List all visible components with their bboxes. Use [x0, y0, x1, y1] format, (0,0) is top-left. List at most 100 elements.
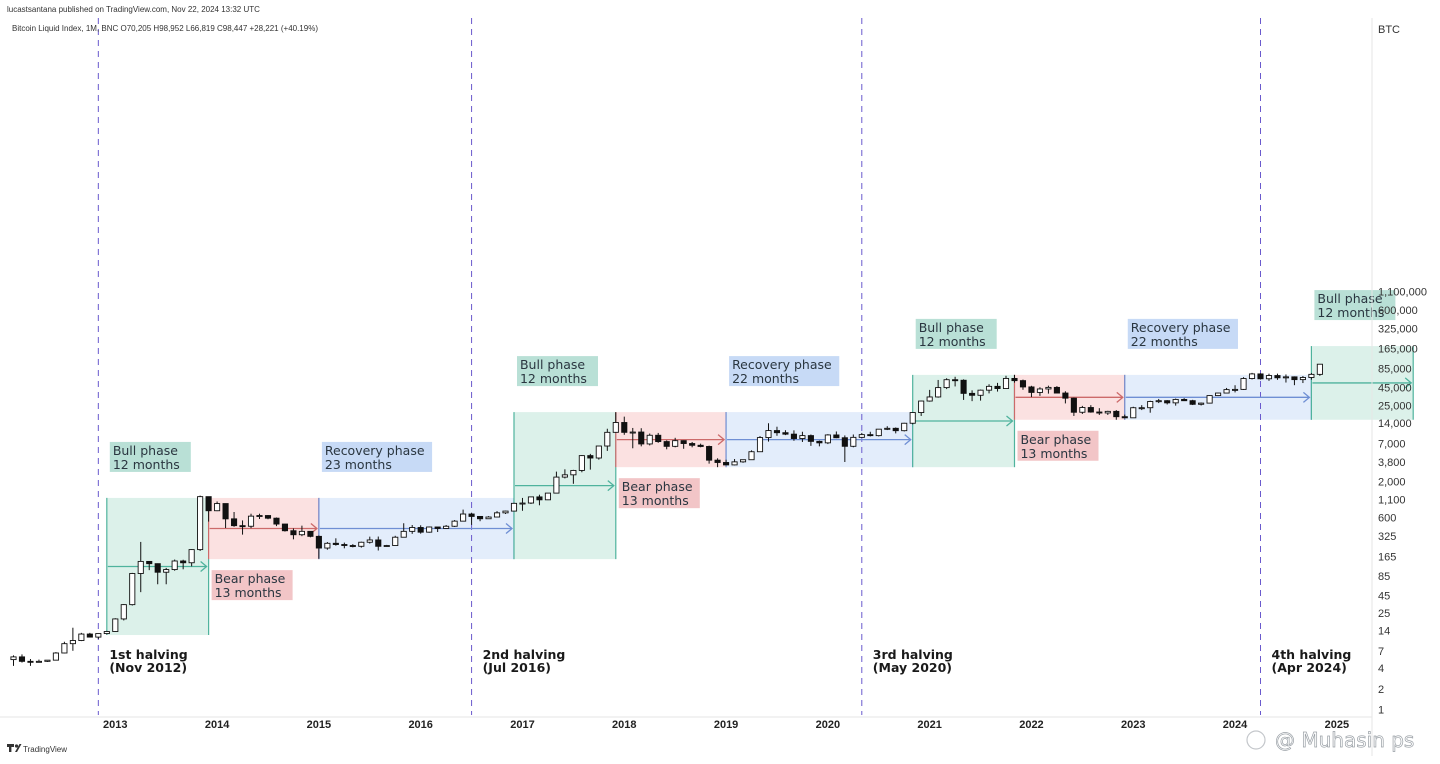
price-tick-label: 325: [1378, 531, 1396, 543]
candle-body-up: [1265, 375, 1273, 380]
phase-label-title: Bear phase: [1020, 432, 1091, 447]
candle-body-up: [748, 451, 755, 461]
phase-label-duration: 13 months: [215, 585, 282, 600]
price-tick-label: 1,100: [1378, 494, 1406, 506]
candle-body-down: [697, 444, 704, 447]
phase-label-box-bull: [915, 318, 997, 349]
candle-body-up: [1104, 410, 1111, 414]
candle-body-up: [731, 461, 738, 466]
candle-body-down: [417, 527, 424, 533]
candle-body-up: [400, 530, 407, 538]
candle-body-down: [205, 496, 212, 512]
phase-arrowhead-bull: [607, 480, 615, 492]
candle-body-up: [129, 573, 136, 606]
candle-body-down: [1053, 386, 1060, 394]
price-tick-label: 1: [1378, 705, 1384, 717]
price-axis-currency: BTC: [1378, 24, 1400, 36]
candle-body-down: [146, 560, 153, 565]
candle-body-down: [273, 517, 280, 525]
candle-body-up: [485, 516, 492, 520]
halving-label-date: (Apr 2024): [1272, 660, 1347, 675]
year-tick-label: 2023: [1121, 719, 1145, 731]
candle-body-up: [163, 569, 170, 573]
phase-label-duration: 12 months: [919, 334, 986, 349]
candle-body-up: [553, 476, 560, 494]
candle-body-up: [527, 496, 535, 504]
candle-body-down: [663, 441, 670, 447]
candle-body-up: [1079, 407, 1086, 413]
price-tick-label: 600,000: [1378, 305, 1418, 317]
candle-body-up: [298, 530, 305, 536]
candle-body-down: [434, 526, 441, 529]
phase-label-duration: 22 months: [1131, 334, 1198, 349]
candle-body-up: [103, 631, 110, 635]
price-tick-label: 1,100,000: [1378, 287, 1427, 299]
phase-label-title: Bull phase: [919, 320, 984, 335]
candle-body-up: [985, 385, 993, 391]
candle-body-up: [884, 427, 891, 430]
candle-body-down: [341, 544, 348, 546]
candle-body-up: [392, 536, 399, 546]
candle-body-down: [952, 379, 959, 382]
candle-body-up: [1198, 402, 1205, 405]
price-tick-label: 14: [1378, 625, 1390, 637]
candle-body-up: [1002, 377, 1010, 389]
candle-body-up: [409, 527, 416, 532]
candles: [10, 363, 1323, 666]
price-tick-label: 2,000: [1378, 476, 1406, 488]
candle-body-down: [27, 660, 34, 663]
phase-label-title: Bear phase: [622, 479, 693, 494]
price-tick-label: 45,000: [1378, 383, 1412, 395]
halving-label-title: 2nd halving: [483, 647, 566, 662]
candle-body-down: [680, 440, 687, 444]
phase-arrowhead-bull: [1006, 415, 1014, 427]
candle-body-up: [901, 422, 908, 432]
price-tick-label: 14,000: [1378, 418, 1412, 430]
candle-body-up: [612, 422, 619, 433]
candle-body-up: [171, 560, 178, 571]
candle-body-up: [112, 618, 119, 632]
phase-label-box-bear: [211, 570, 293, 601]
halving-label-date: (May 2020): [873, 660, 952, 675]
candle-body-down: [18, 656, 26, 662]
candle-body-up: [1147, 401, 1154, 409]
phase-label-duration: 12 months: [1317, 305, 1384, 320]
candle-body-up: [918, 400, 925, 414]
candle-body-up: [214, 503, 221, 512]
phase-label-duration: 23 months: [325, 457, 392, 472]
candle-body-down: [1164, 400, 1171, 404]
candle-body-down: [960, 379, 967, 394]
candle-body-down: [655, 434, 662, 443]
phase-regions: [106, 346, 1414, 636]
candle-body-down: [477, 515, 484, 520]
halving-label-title: 4th halving: [1272, 647, 1352, 662]
candle-body-down: [621, 422, 628, 433]
candle-body-down: [1028, 386, 1035, 393]
candle-body-up: [44, 659, 51, 662]
year-tick-label: 2013: [103, 719, 127, 731]
candle-body-up: [943, 379, 950, 389]
phase-label-duration: 13 months: [622, 493, 689, 508]
phase-label-box-recovery: [321, 441, 433, 472]
price-tick-label: 165: [1378, 551, 1396, 563]
phase-arrowhead-recovery: [904, 434, 912, 446]
candle-body-down: [773, 430, 781, 434]
candle-body-up: [544, 492, 551, 501]
phase-arrows: [107, 377, 1413, 572]
phase-label-title: Recovery phase: [1131, 320, 1231, 335]
candle-body-down: [239, 525, 246, 528]
candle-body-up: [493, 512, 501, 518]
phase-label-box-recovery: [1127, 318, 1238, 349]
candle-body-down: [892, 427, 899, 432]
candle-body-up: [1036, 388, 1043, 393]
candle-body-down: [994, 385, 1001, 389]
phase-label-box-bear: [1017, 430, 1099, 461]
candle-body-up: [256, 515, 263, 517]
price-tick-label: 85: [1378, 571, 1390, 583]
candle-body-down: [222, 503, 229, 520]
candle-body-down: [231, 518, 238, 527]
watermark-text: @ Muhasin ps: [1275, 728, 1414, 752]
tradingview-brand: TradingView: [23, 745, 67, 754]
candle-body-up: [1299, 377, 1306, 381]
